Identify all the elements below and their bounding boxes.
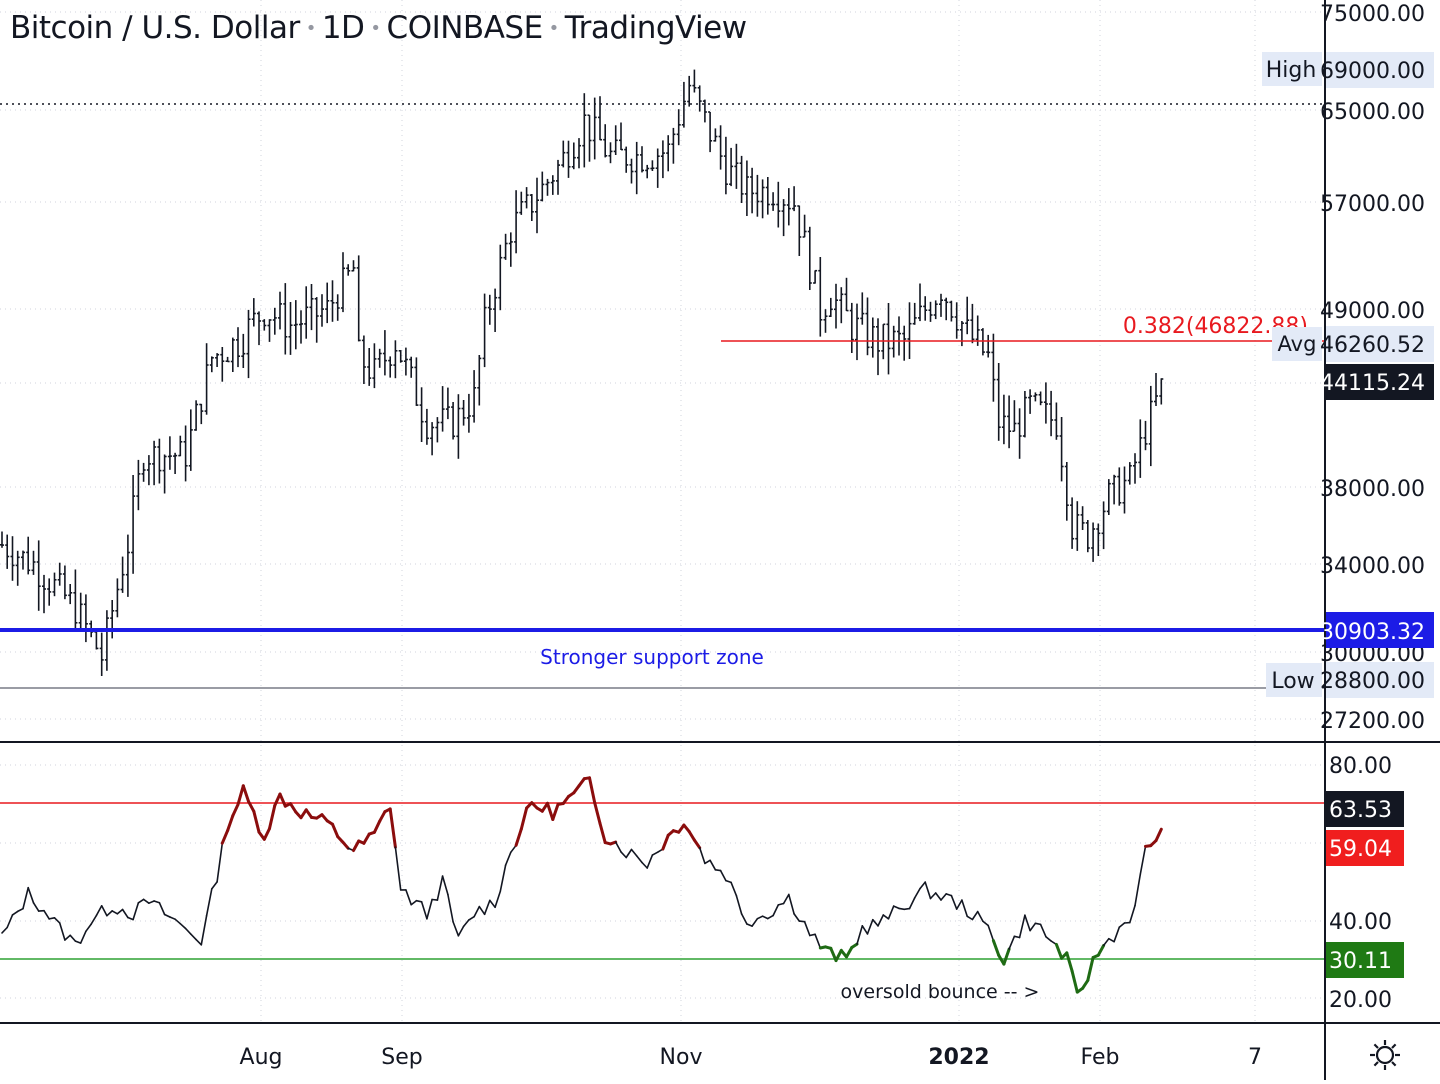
rsi-segment: [49, 918, 54, 919]
time-tick: Feb: [1081, 1045, 1120, 1070]
avg-label: Avg: [1278, 332, 1317, 356]
high-value: 69000.00: [1320, 59, 1425, 84]
gear-icon[interactable]: [1370, 1040, 1400, 1070]
time-tick: 2022: [928, 1045, 989, 1070]
price-tick: 38000.00: [1320, 477, 1425, 502]
time-tick: Sep: [381, 1045, 422, 1070]
rsi-current-value: 63.53: [1329, 798, 1392, 823]
price-tick: 49000.00: [1320, 299, 1425, 324]
time-tick: Aug: [240, 1045, 283, 1070]
price-tick: 65000.00: [1320, 100, 1425, 125]
price-tick: 75000.00: [1320, 2, 1425, 27]
rsi-upper-value: 59.04: [1329, 837, 1392, 862]
interval-label[interactable]: 1D: [322, 10, 365, 46]
oversold-bounce-label: oversold bounce -- >: [841, 981, 1040, 1003]
price-tick: 57000.00: [1320, 192, 1425, 217]
support-value: 30903.32: [1320, 620, 1425, 645]
low-value: 28800.00: [1320, 669, 1425, 694]
time-tick: 7: [1248, 1045, 1262, 1070]
rsi-tick: 80.00: [1329, 754, 1392, 779]
rsi-tick: 20.00: [1329, 988, 1392, 1013]
time-tick: Nov: [660, 1045, 703, 1070]
last-price-value: 44115.24: [1320, 371, 1425, 396]
symbol-title[interactable]: Bitcoin / U.S. Dollar: [10, 10, 300, 46]
high-label: High: [1266, 58, 1317, 83]
rsi-tick: 40.00: [1329, 910, 1392, 935]
rsi-segment: [904, 909, 909, 910]
avg-value: 46260.52: [1320, 333, 1425, 358]
rsi-segment: [611, 842, 616, 844]
price-tick: 27200.00: [1320, 709, 1425, 734]
rsi-lower-value: 30.11: [1329, 949, 1392, 974]
price-tick: 34000.00: [1320, 554, 1425, 579]
chart-header: Bitcoin / U.S. Dollar•1D•COINBASE•Tradin…: [10, 10, 747, 46]
exchange-label: COINBASE: [387, 10, 543, 46]
support-zone-label: Stronger support zone: [540, 645, 764, 669]
brand-label: TradingView: [565, 10, 747, 46]
low-label: Low: [1271, 669, 1314, 694]
